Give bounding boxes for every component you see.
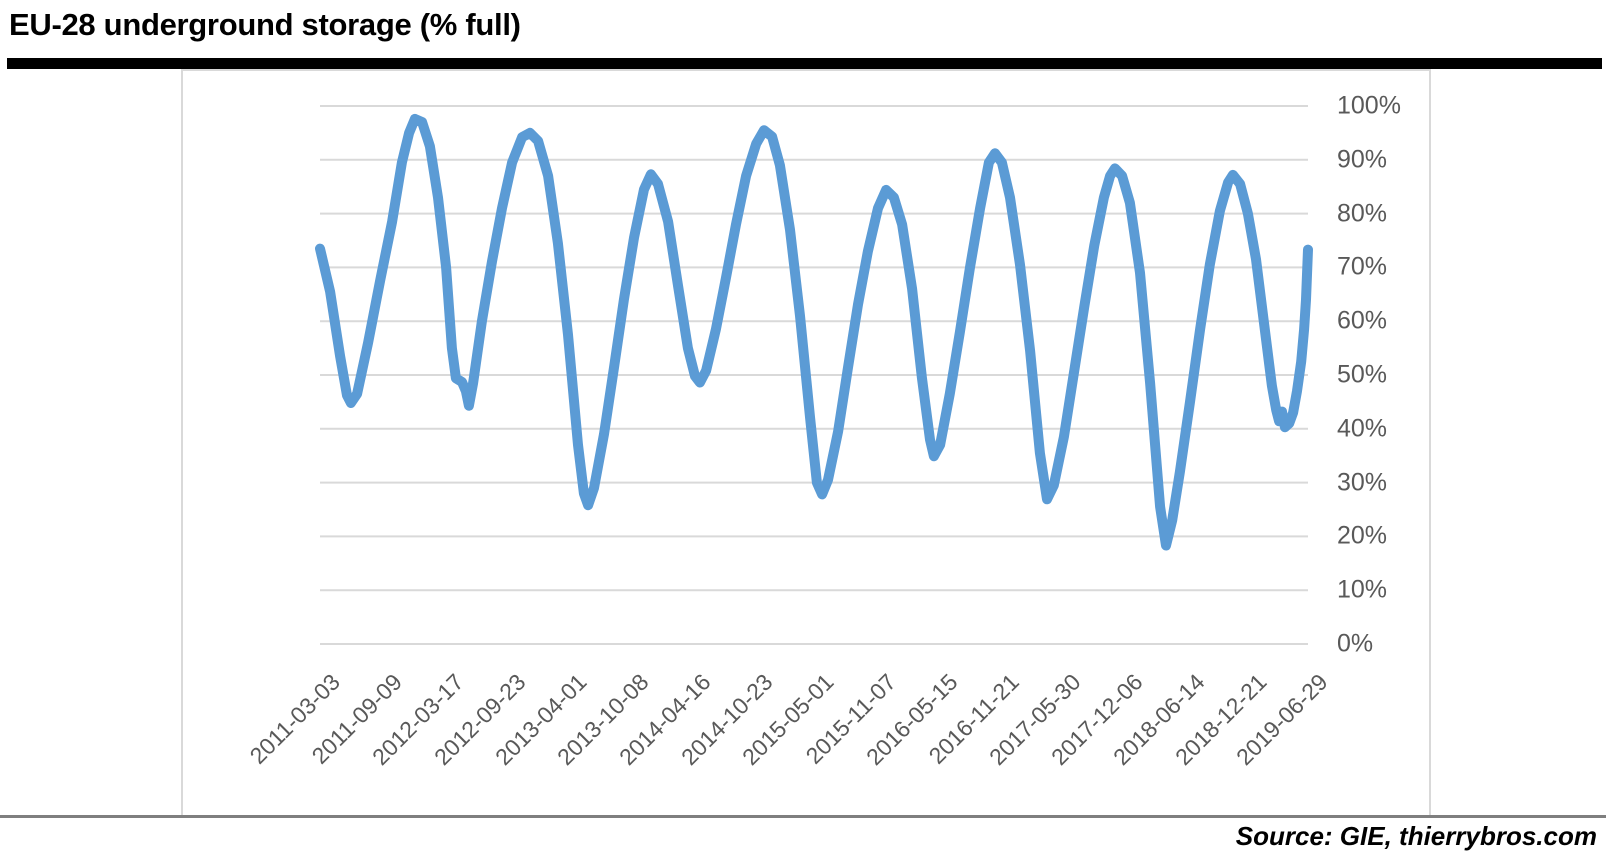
- source-credit: Source: GIE, thierrybros.com: [1235, 821, 1597, 851]
- y-axis-label: 80%: [1337, 199, 1388, 228]
- gridlines: [320, 105, 1308, 645]
- y-axis-label: 30%: [1337, 468, 1388, 497]
- y-axis-label: 60%: [1337, 306, 1388, 335]
- y-axis-label: 0%: [1337, 629, 1374, 658]
- title-divider: [7, 58, 1602, 69]
- y-axis-label: 10%: [1337, 575, 1388, 604]
- chart-title: EU-28 underground storage (% full): [9, 7, 521, 42]
- y-axis-label: 20%: [1337, 521, 1388, 550]
- y-axis-label: 90%: [1337, 145, 1388, 174]
- y-axis-label: 70%: [1337, 252, 1388, 281]
- storage-line-series: [315, 113, 1313, 551]
- y-axis-label: 50%: [1337, 360, 1388, 389]
- bottom-divider: [0, 815, 1606, 818]
- y-axis-label: 40%: [1337, 414, 1388, 443]
- y-axis-label: 100%: [1337, 91, 1401, 120]
